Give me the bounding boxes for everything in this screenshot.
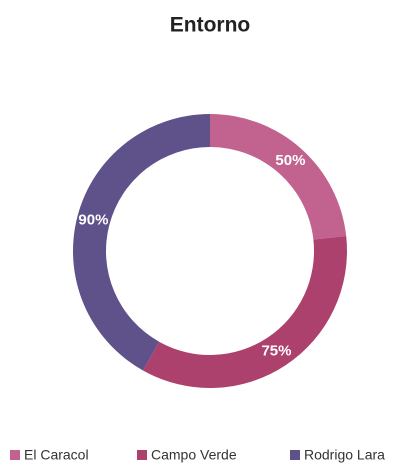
legend-swatch bbox=[290, 450, 300, 460]
chart-title: Entorno bbox=[170, 14, 250, 37]
legend-swatch bbox=[10, 450, 20, 460]
legend-label: Campo Verde bbox=[151, 447, 237, 463]
donut-segment bbox=[210, 114, 347, 240]
value-label: 50% bbox=[275, 152, 305, 169]
legend-label: El Caracol bbox=[24, 447, 89, 463]
donut-segment bbox=[73, 114, 210, 371]
value-label: 75% bbox=[261, 342, 291, 359]
legend-swatch bbox=[137, 450, 147, 460]
legend-label: Rodrigo Lara bbox=[304, 447, 385, 463]
donut-segment bbox=[142, 236, 347, 388]
value-label: 90% bbox=[78, 211, 108, 228]
